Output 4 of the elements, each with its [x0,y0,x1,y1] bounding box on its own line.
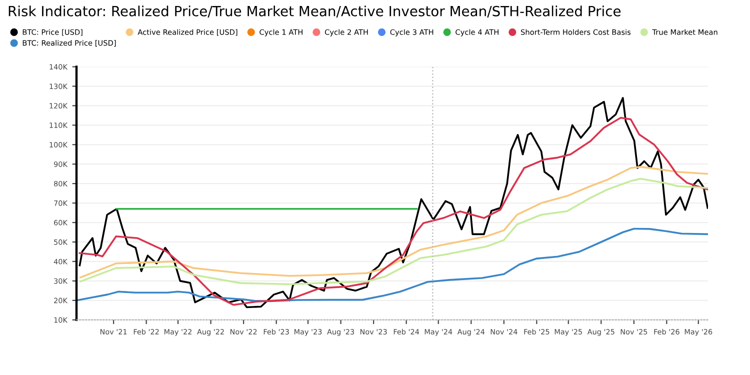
chart-title: Risk Indicator: Realized Price/True Market Mean/Active Investor Mean/STH-Realized Price [8,6,621,18]
line-series [80,166,708,278]
line-series [76,228,708,302]
line-series [80,178,708,286]
